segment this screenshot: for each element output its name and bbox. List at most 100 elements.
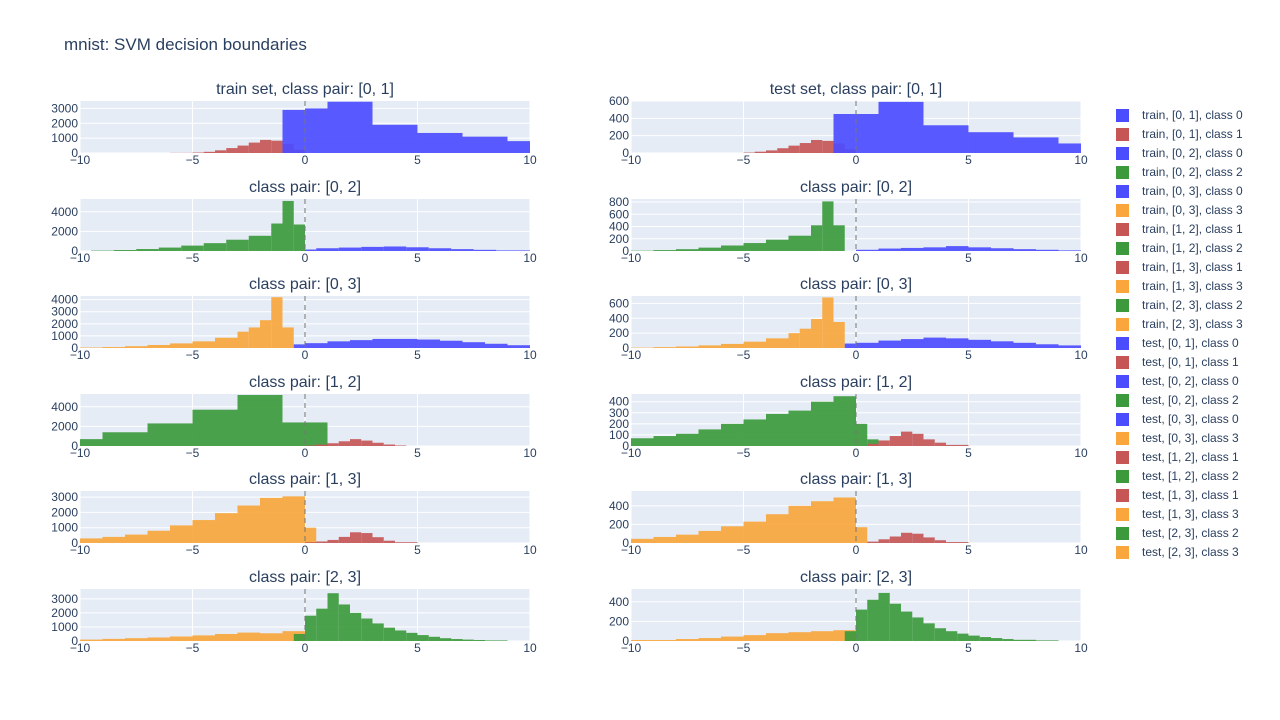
histogram-bar — [260, 139, 272, 153]
legend-item[interactable]: test, [1, 2], class 2 — [1116, 469, 1239, 483]
histogram-bar — [215, 633, 238, 641]
histogram-bar — [676, 534, 699, 543]
legend-swatch — [1116, 147, 1129, 160]
legend-item[interactable]: train, [2, 3], class 2 — [1116, 298, 1243, 312]
legend-item[interactable]: test, [0, 1], class 1 — [1116, 355, 1239, 369]
legend-item[interactable]: test, [1, 3], class 3 — [1116, 507, 1239, 521]
histogram-bar — [372, 338, 395, 348]
legend-swatch — [1116, 356, 1129, 369]
subplot-train-2: −10 −5 0 5 10 0 2000 4000 class pair: [0, 2] — [51, 179, 537, 265]
y-tick-label: 300 — [609, 406, 629, 420]
histogram-bar — [1013, 342, 1036, 348]
histogram-bar — [946, 631, 958, 641]
y-tick-label: 200 — [609, 232, 629, 246]
legend-item[interactable]: test, [0, 1], class 0 — [1116, 336, 1239, 350]
legend-item[interactable]: test, [1, 2], class 1 — [1116, 450, 1239, 464]
subplot-title: class pair: [1, 2] — [800, 374, 912, 391]
y-tick-label: 1000 — [51, 329, 78, 343]
histogram-bar — [743, 243, 766, 251]
legend-swatch — [1116, 451, 1129, 464]
legend-item[interactable]: train, [0, 3], class 0 — [1116, 184, 1243, 198]
histogram-bar — [305, 615, 317, 641]
legend-swatch — [1116, 432, 1129, 445]
series-class-2 — [631, 396, 879, 446]
histogram-bar — [811, 631, 834, 641]
legend-item[interactable]: train, [1, 2], class 2 — [1116, 241, 1243, 255]
x-tick-label: −10 — [70, 543, 91, 557]
legend-item[interactable]: test, [2, 3], class 2 — [1116, 526, 1239, 540]
histogram-bar — [338, 247, 362, 251]
subplot-title: class pair: [2, 3] — [800, 569, 912, 586]
histogram-bar — [653, 347, 676, 348]
legend-label: test, [0, 2], class 2 — [1142, 393, 1239, 407]
series-class-0 — [293, 338, 530, 348]
histogram-bar — [631, 538, 654, 543]
y-tick-label: 0 — [71, 536, 78, 550]
legend-item[interactable]: train, [0, 1], class 0 — [1116, 108, 1243, 122]
legend-label: train, [2, 3], class 2 — [1142, 298, 1243, 312]
y-tick-label: 200 — [609, 517, 629, 531]
histogram-bar — [136, 249, 159, 251]
legend-item[interactable]: train, [0, 2], class 2 — [1116, 165, 1243, 179]
x-tick-label: 10 — [1074, 543, 1088, 557]
y-tick-label: 400 — [609, 499, 629, 513]
legend-label: train, [0, 2], class 0 — [1142, 146, 1243, 160]
histogram-bar — [777, 148, 789, 153]
histogram-bar — [878, 101, 924, 153]
histogram-bar — [327, 341, 350, 348]
legend-item[interactable]: train, [1, 3], class 3 — [1116, 279, 1243, 293]
legend-item[interactable]: train, [0, 3], class 3 — [1116, 203, 1243, 217]
histogram-bar — [901, 247, 924, 251]
legend-item[interactable]: train, [1, 2], class 1 — [1116, 222, 1243, 236]
x-tick-label: 10 — [523, 641, 537, 655]
legend[interactable]: train, [0, 1], class 0 train, [0, 1], cla… — [1116, 108, 1243, 559]
legend-item[interactable]: test, [0, 2], class 2 — [1116, 393, 1239, 407]
y-tick-label: 200 — [609, 417, 629, 431]
histogram-bar — [912, 533, 924, 543]
histogram-bar — [833, 322, 845, 348]
legend-swatch — [1116, 470, 1129, 483]
histogram-bar — [788, 333, 800, 348]
legend-item[interactable]: test, [0, 2], class 0 — [1116, 374, 1239, 388]
x-tick-label: −5 — [737, 641, 751, 655]
legend-item[interactable]: train, [1, 3], class 1 — [1116, 260, 1243, 274]
x-tick-label: −5 — [737, 153, 751, 167]
legend-label: train, [1, 3], class 3 — [1142, 279, 1243, 293]
histogram-bar — [811, 225, 823, 251]
histogram-bar — [889, 536, 901, 543]
legend-item[interactable]: train, [0, 2], class 0 — [1116, 146, 1243, 160]
legend-item[interactable]: train, [2, 3], class 3 — [1116, 317, 1243, 331]
histogram-bar — [406, 247, 429, 251]
legend-item[interactable]: test, [1, 3], class 1 — [1116, 488, 1239, 502]
histogram-bar — [698, 429, 721, 446]
histogram-bar — [282, 200, 294, 251]
histogram-bar — [260, 320, 272, 348]
histogram-bar — [934, 628, 946, 641]
histogram-bar — [361, 246, 384, 251]
legend-label: train, [0, 1], class 1 — [1142, 127, 1243, 141]
x-tick-label: −5 — [186, 446, 200, 460]
histogram-bar — [743, 341, 766, 348]
histogram-bar — [496, 250, 530, 251]
legend-item[interactable]: train, [0, 1], class 1 — [1116, 127, 1243, 141]
subplot-title: class pair: [0, 2] — [249, 179, 361, 196]
histogram-bar — [248, 327, 260, 348]
histogram-bar — [743, 521, 766, 543]
histogram-bar — [260, 497, 283, 543]
series-class-0 — [856, 246, 1081, 251]
x-tick-label: 10 — [523, 251, 537, 265]
legend-label: train, [1, 3], class 1 — [1142, 260, 1243, 274]
histogram-bar — [80, 439, 103, 446]
y-tick-label: 0 — [71, 341, 78, 355]
histogram-bar — [338, 441, 350, 446]
y-tick-label: 200 — [609, 129, 629, 143]
legend-item[interactable]: test, [0, 3], class 0 — [1116, 412, 1239, 426]
legend-item[interactable]: test, [0, 3], class 3 — [1116, 431, 1239, 445]
y-tick-label: 0 — [622, 146, 629, 160]
subplot-title: class pair: [1, 3] — [800, 471, 912, 488]
histogram-bar — [417, 339, 440, 348]
legend-item[interactable]: test, [2, 3], class 3 — [1116, 545, 1239, 559]
histogram-bar — [766, 514, 789, 543]
histogram-bar — [305, 249, 317, 251]
